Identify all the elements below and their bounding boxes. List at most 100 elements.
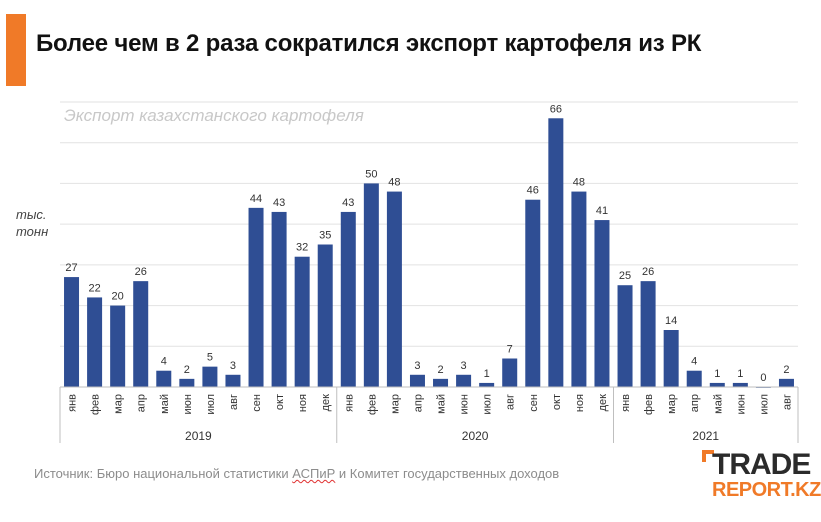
data-label: 2 bbox=[184, 364, 190, 376]
x-tick-label: июн bbox=[459, 394, 471, 414]
y-axis-label: тыс. тонн bbox=[16, 207, 48, 239]
bar bbox=[479, 382, 495, 387]
x-tick-label: апр bbox=[136, 394, 148, 412]
bar bbox=[433, 378, 449, 387]
x-tick-label: ноя bbox=[297, 394, 309, 412]
x-tick-label: янв bbox=[620, 394, 632, 412]
data-label: 0 bbox=[760, 372, 766, 384]
bar bbox=[179, 378, 195, 387]
bar bbox=[709, 382, 725, 387]
source-aspir: АСПиР bbox=[292, 466, 336, 481]
x-tick-label: июл bbox=[482, 394, 494, 415]
bar bbox=[202, 366, 218, 387]
x-tick-label: май bbox=[159, 394, 171, 414]
data-label: 4 bbox=[691, 356, 697, 368]
bar bbox=[409, 374, 425, 387]
source-prefix: Источник: Бюро национальной статистики bbox=[34, 466, 293, 481]
bar bbox=[363, 183, 379, 387]
data-label: 22 bbox=[88, 282, 100, 294]
bar bbox=[64, 277, 80, 387]
data-label: 25 bbox=[619, 270, 631, 282]
x-tick-label: июл bbox=[205, 394, 217, 415]
bar bbox=[502, 358, 518, 387]
year-label: 2019 bbox=[185, 429, 212, 443]
data-label: 3 bbox=[414, 360, 420, 372]
x-tick-label: мар bbox=[666, 394, 678, 414]
bar bbox=[386, 191, 402, 387]
x-tick-label: окт bbox=[274, 394, 286, 410]
x-tick-label: май bbox=[436, 394, 448, 414]
x-tick-label: фев bbox=[643, 394, 655, 415]
x-tick-label: авг bbox=[505, 394, 517, 410]
x-tick-label: мар bbox=[113, 394, 125, 414]
chart-bars bbox=[64, 118, 794, 388]
bar bbox=[617, 285, 633, 387]
bar bbox=[778, 378, 794, 387]
x-tick-label: янв bbox=[67, 394, 79, 412]
x-tick-label: июл bbox=[758, 394, 770, 415]
bar bbox=[133, 281, 149, 387]
x-tick-label: дек bbox=[320, 394, 332, 412]
year-label: 2021 bbox=[692, 429, 719, 443]
x-tick-label: янв bbox=[343, 394, 355, 412]
data-label: 46 bbox=[527, 185, 539, 197]
bar bbox=[663, 330, 679, 387]
data-label: 2 bbox=[783, 364, 789, 376]
data-label: 2 bbox=[437, 364, 443, 376]
bar bbox=[156, 370, 172, 387]
data-label: 43 bbox=[273, 197, 285, 209]
data-label: 50 bbox=[365, 168, 377, 180]
bar bbox=[732, 382, 748, 387]
bar bbox=[248, 207, 264, 387]
bar bbox=[594, 220, 610, 387]
x-tick-label: фев bbox=[90, 394, 102, 415]
bar bbox=[571, 191, 587, 387]
x-tick-label: ноя bbox=[574, 394, 586, 412]
chart-title: Экспорт казахстанского картофеля bbox=[64, 106, 364, 125]
bar bbox=[640, 281, 656, 387]
data-label: 26 bbox=[135, 266, 147, 278]
x-tick-label: май bbox=[712, 394, 724, 414]
headline: Более чем в 2 раза сократился экспорт ка… bbox=[36, 30, 702, 57]
source-note: Источник: Бюро национальной статистики А… bbox=[34, 466, 559, 481]
logo-corner-mark bbox=[702, 450, 714, 462]
bar bbox=[525, 199, 541, 387]
bar bbox=[225, 374, 241, 387]
data-label: 3 bbox=[230, 360, 236, 372]
x-tick-label: июн bbox=[735, 394, 747, 414]
data-label: 48 bbox=[388, 177, 400, 189]
accent-bar bbox=[6, 14, 26, 86]
bar bbox=[340, 211, 356, 387]
x-tick-label: апр bbox=[689, 394, 701, 412]
x-tick-label: сен bbox=[251, 394, 263, 412]
tradereport-logo: TRADE REPORT.KZ bbox=[700, 448, 821, 510]
bar bbox=[110, 305, 126, 387]
x-tick-label: авг bbox=[228, 394, 240, 410]
data-label: 66 bbox=[550, 103, 562, 115]
bar bbox=[294, 256, 310, 387]
data-label: 14 bbox=[665, 315, 677, 327]
data-label: 1 bbox=[714, 368, 720, 380]
bar bbox=[271, 211, 287, 387]
data-label: 41 bbox=[596, 205, 608, 217]
x-tick-label: дек bbox=[597, 394, 609, 412]
data-label: 35 bbox=[319, 230, 331, 242]
logo-main-text: TRADE bbox=[712, 448, 811, 481]
data-label: 27 bbox=[65, 262, 77, 274]
x-tick-label: авг bbox=[781, 394, 793, 410]
x-tick-label: фев bbox=[366, 394, 378, 415]
bar bbox=[456, 374, 472, 387]
data-label: 48 bbox=[573, 177, 585, 189]
data-label: 7 bbox=[507, 344, 513, 356]
data-label: 32 bbox=[296, 242, 308, 254]
x-tick-label: окт bbox=[551, 394, 563, 410]
data-label: 3 bbox=[461, 360, 467, 372]
x-tick-label: июн bbox=[182, 394, 194, 414]
data-label: 43 bbox=[342, 197, 354, 209]
data-label: 20 bbox=[112, 291, 124, 303]
data-label: 1 bbox=[737, 368, 743, 380]
x-tick-label: мар bbox=[389, 394, 401, 414]
source-suffix: и Комитет государственных доходов bbox=[335, 466, 560, 481]
